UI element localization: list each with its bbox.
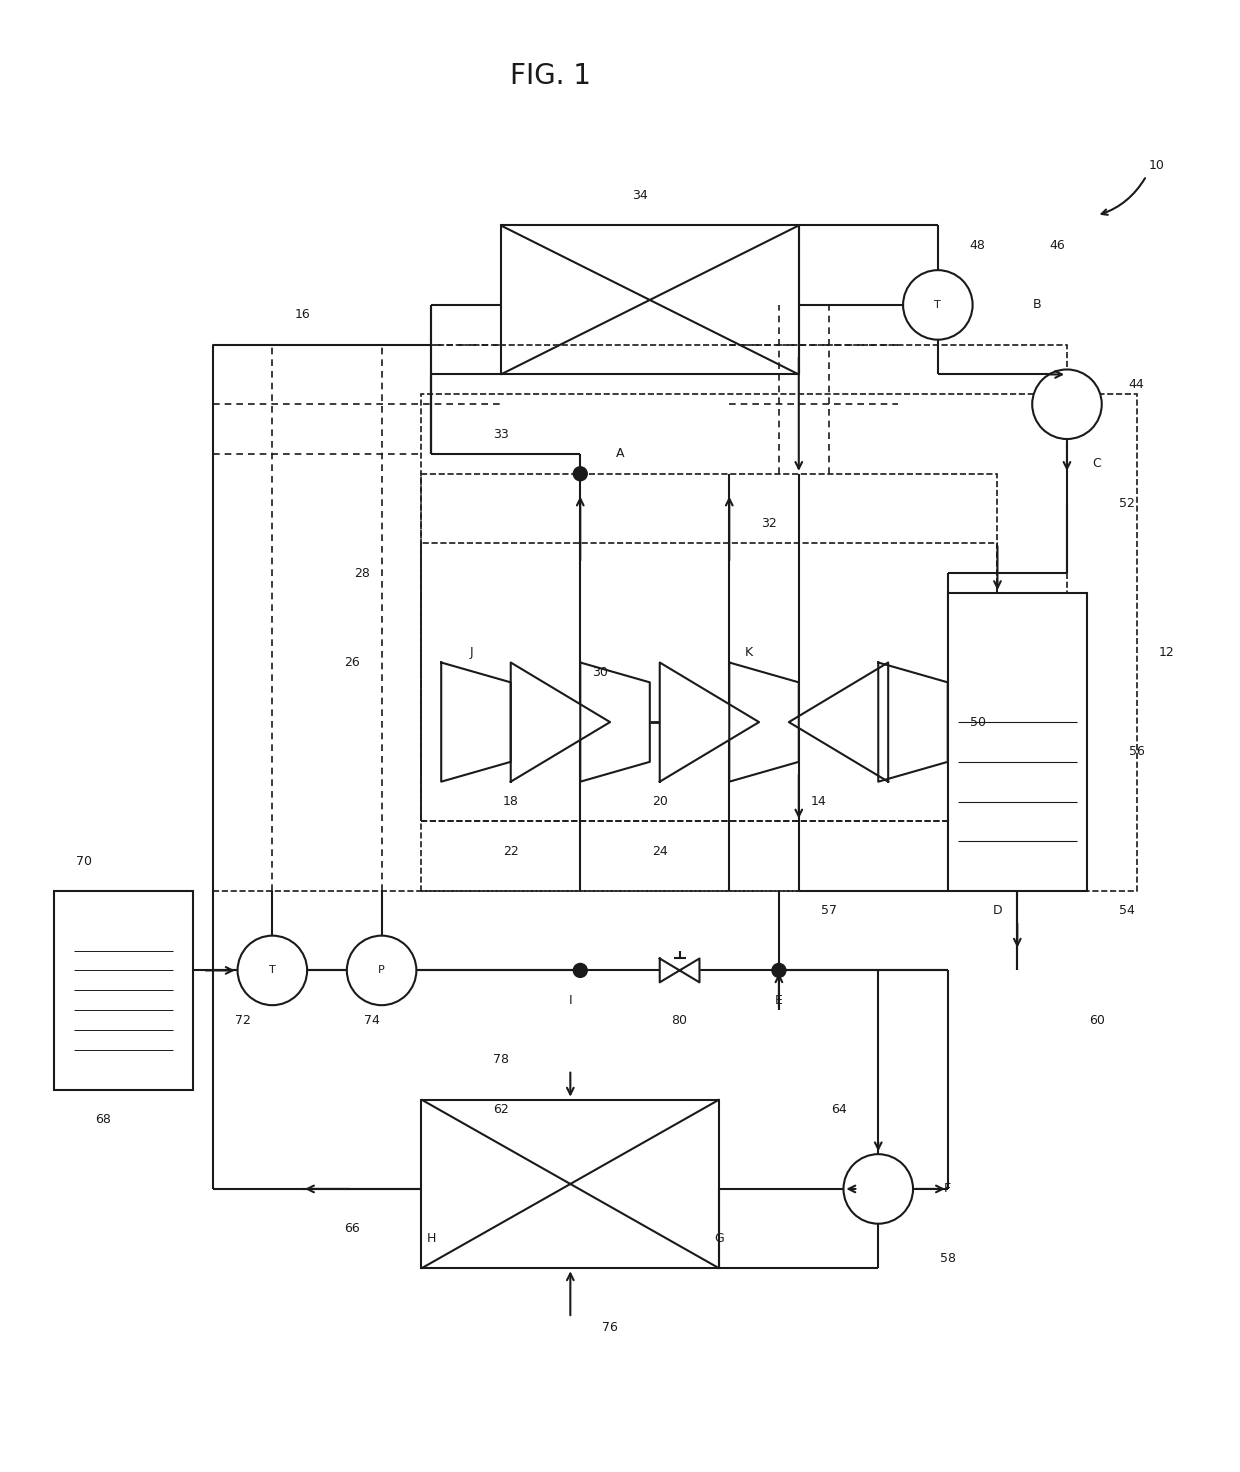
Bar: [422, 474, 997, 821]
Text: 72: 72: [234, 1014, 250, 1026]
Text: K: K: [745, 646, 753, 659]
Text: 22: 22: [503, 845, 518, 858]
Circle shape: [843, 1154, 913, 1223]
Polygon shape: [511, 662, 610, 782]
Text: 78: 78: [492, 1054, 508, 1066]
Text: 57: 57: [821, 904, 837, 917]
Polygon shape: [580, 662, 650, 782]
Text: 66: 66: [343, 1222, 360, 1235]
Polygon shape: [680, 958, 699, 982]
Text: 68: 68: [95, 1113, 112, 1126]
Text: F: F: [944, 1182, 951, 1195]
Text: 64: 64: [831, 1103, 847, 1116]
Polygon shape: [878, 662, 947, 782]
Text: 24: 24: [652, 845, 667, 858]
Polygon shape: [789, 662, 888, 782]
Text: A: A: [616, 447, 624, 461]
Text: 18: 18: [502, 795, 518, 808]
Polygon shape: [660, 662, 759, 782]
Bar: [501, 225, 799, 374]
Polygon shape: [441, 662, 511, 782]
Text: 58: 58: [940, 1253, 956, 1264]
Bar: [422, 1100, 719, 1269]
Text: 46: 46: [1049, 238, 1065, 252]
Text: 12: 12: [1158, 646, 1174, 659]
Text: 54: 54: [1118, 904, 1135, 917]
Text: 80: 80: [672, 1014, 688, 1026]
Bar: [947, 593, 1086, 891]
Text: 32: 32: [761, 517, 777, 530]
Text: J: J: [469, 646, 472, 659]
Text: 60: 60: [1089, 1014, 1105, 1026]
Text: 76: 76: [603, 1322, 618, 1335]
Text: 44: 44: [1128, 378, 1145, 392]
Text: 33: 33: [494, 427, 508, 440]
Circle shape: [573, 467, 588, 481]
Bar: [213, 344, 1066, 891]
Text: FIG. 1: FIG. 1: [510, 62, 591, 90]
Circle shape: [347, 936, 417, 1005]
Bar: [422, 394, 1137, 891]
Text: 56: 56: [1128, 745, 1145, 758]
Circle shape: [573, 964, 588, 977]
Text: D: D: [993, 904, 1002, 917]
Bar: [53, 891, 193, 1089]
Text: 52: 52: [1118, 498, 1135, 511]
Text: 26: 26: [343, 657, 360, 668]
Text: B: B: [1033, 299, 1042, 312]
Text: 10: 10: [1148, 159, 1164, 172]
Text: 50: 50: [970, 715, 986, 729]
Text: C: C: [1092, 458, 1101, 471]
Circle shape: [903, 271, 972, 340]
Text: 30: 30: [593, 665, 608, 679]
Text: 70: 70: [76, 855, 92, 867]
Circle shape: [773, 964, 786, 977]
Polygon shape: [660, 958, 680, 982]
Text: 28: 28: [353, 567, 370, 580]
Circle shape: [238, 936, 308, 1005]
Bar: [422, 543, 997, 821]
Text: 34: 34: [632, 190, 647, 202]
Polygon shape: [729, 662, 799, 782]
Text: G: G: [714, 1232, 724, 1245]
Text: I: I: [568, 994, 572, 1007]
Text: 14: 14: [811, 795, 827, 808]
Text: 16: 16: [294, 308, 310, 321]
Text: 74: 74: [363, 1014, 379, 1026]
Text: E: E: [775, 994, 782, 1007]
Text: 20: 20: [652, 795, 667, 808]
Text: 48: 48: [970, 238, 986, 252]
Text: T: T: [935, 300, 941, 311]
Text: 62: 62: [494, 1103, 508, 1116]
Circle shape: [1032, 369, 1102, 439]
Text: T: T: [269, 966, 275, 976]
Text: H: H: [427, 1232, 436, 1245]
Text: P: P: [378, 966, 384, 976]
